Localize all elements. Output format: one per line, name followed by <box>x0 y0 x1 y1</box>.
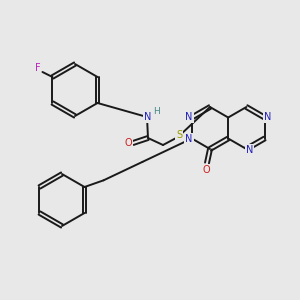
Text: S: S <box>176 130 182 140</box>
Text: N: N <box>144 112 152 122</box>
Text: N: N <box>144 112 152 122</box>
Text: N: N <box>185 112 193 122</box>
Text: O: O <box>124 138 132 148</box>
Text: N: N <box>246 145 253 155</box>
Text: O: O <box>124 138 132 148</box>
Text: N: N <box>264 112 271 122</box>
Text: F: F <box>35 63 40 73</box>
Text: H: H <box>153 106 159 116</box>
Text: O: O <box>202 165 210 175</box>
Text: N: N <box>185 134 193 145</box>
Text: S: S <box>176 130 182 140</box>
Text: H: H <box>153 106 159 116</box>
